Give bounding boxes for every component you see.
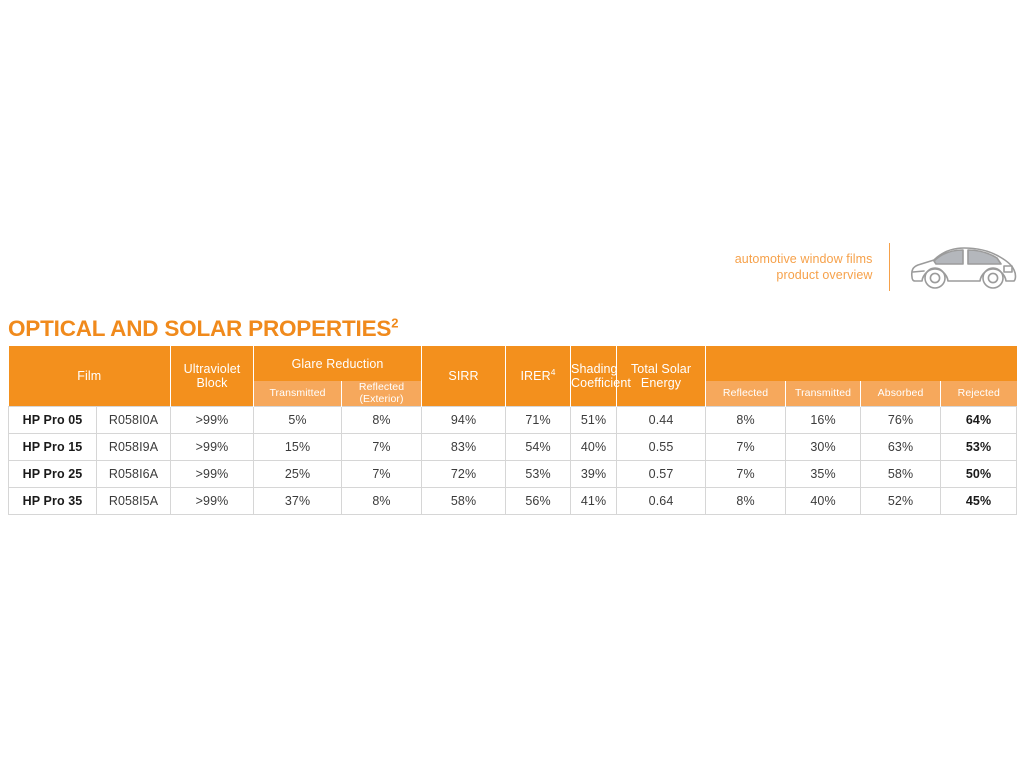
cell-irer: 40% (570, 433, 618, 461)
cell-tse-transmitted: 16% (785, 405, 862, 434)
branding-line-1: automotive window films (734, 252, 873, 266)
table-row: HP Pro 25 R058I6A >99% 25% 7% 72% 53% 39… (8, 460, 1018, 488)
header-glare-reduction: SIRR (421, 346, 507, 406)
cell-tse-reflected: 8% (705, 405, 787, 434)
header-total-solar-energy (705, 346, 1017, 381)
optical-and-solar-properties-table: Film Ultraviolet Block Glare Reduction S… (8, 346, 1018, 515)
cell-vl-reflected: 8% (341, 487, 423, 515)
subheader-tse-reflected: Reflected (705, 381, 787, 406)
table-row: HP Pro 05 R058I0A >99% 5% 8% 94% 71% 51%… (8, 405, 1018, 434)
cell-shading-coefficient: 0.57 (616, 460, 707, 488)
cell-tse-reflected: 7% (705, 460, 787, 488)
car-side-icon (910, 247, 1017, 289)
cell-shading-coefficient: 0.44 (616, 405, 707, 434)
cell-vl-transmitted: 5% (253, 405, 343, 434)
table-header: Film Ultraviolet Block Glare Reduction S… (8, 346, 1017, 406)
branding-text: automotive window films product overview (735, 251, 889, 283)
section-title-text: OPTICAL AND SOLAR PROPERTIES (8, 316, 392, 341)
cell-part-number: R058I6A (96, 460, 172, 488)
cell-irer: 51% (570, 405, 618, 434)
header-shading-coefficient: Total Solar Energy (616, 346, 707, 406)
cell-vl-transmitted: 37% (253, 487, 343, 515)
cell-vl-reflected: 8% (341, 405, 423, 434)
cell-uv-block: >99% (170, 487, 255, 515)
cell-tse-reflected: 8% (705, 487, 787, 515)
table-body: HP Pro 05 R058I0A >99% 5% 8% 94% 71% 51%… (8, 405, 1018, 515)
table-header-sub-row: Transmitted Reflected (Exterior) Reflect… (9, 381, 1017, 406)
cell-tse-reflected: 7% (705, 433, 787, 461)
cell-tse-rejected: 45% (940, 487, 1018, 515)
branding-block: automotive window films product overview (700, 236, 1020, 298)
table-row: HP Pro 15 R058I9A >99% 15% 7% 83% 54% 40… (8, 433, 1018, 461)
header-sirr: IRER4 (505, 346, 572, 406)
cell-tse-transmitted: 35% (785, 460, 862, 488)
subheader-vl-transmitted: Transmitted (253, 381, 343, 406)
cell-tse-rejected: 64% (940, 405, 1018, 434)
cell-tse-absorbed: 76% (860, 405, 942, 434)
cell-shading-coefficient: 0.55 (616, 433, 707, 461)
cell-part-number: R058I0A (96, 405, 172, 434)
cell-film-name: HP Pro 05 (8, 405, 97, 434)
cell-tse-rejected: 53% (940, 433, 1018, 461)
cell-irer: 41% (570, 487, 618, 515)
subheader-tse-absorbed: Absorbed (860, 381, 942, 406)
cell-tse-absorbed: 58% (860, 460, 942, 488)
cell-glare-reduction: 72% (421, 460, 507, 488)
header-visible-light: Glare Reduction (253, 346, 423, 381)
cell-tse-transmitted: 30% (785, 433, 862, 461)
header-ultraviolet-block: Ultraviolet Block (170, 346, 255, 406)
cell-vl-reflected: 7% (341, 460, 423, 488)
branding-divider (888, 243, 890, 291)
cell-irer: 39% (570, 460, 618, 488)
subheader-tse-transmitted: Transmitted (785, 381, 862, 406)
cell-uv-block: >99% (170, 405, 255, 434)
cell-tse-absorbed: 63% (860, 433, 942, 461)
cell-glare-reduction: 83% (421, 433, 507, 461)
table-header-group-row: Film Ultraviolet Block Glare Reduction S… (8, 346, 1017, 406)
section-title-superscript: 2 (391, 315, 399, 331)
cell-tse-transmitted: 40% (785, 487, 862, 515)
subheader-tse-rejected: Rejected (940, 381, 1017, 406)
header-sirr-superscript: 4 (550, 366, 556, 377)
subheader-vl-reflected-exterior: Reflected (Exterior) (341, 381, 423, 406)
table-row: HP Pro 35 R058I5A >99% 37% 8% 58% 56% 41… (8, 487, 1018, 515)
cell-sirr: 56% (505, 487, 572, 515)
section-title: OPTICAL AND SOLAR PROPERTIES2 (8, 316, 398, 342)
branding-line-2: product overview (776, 268, 873, 282)
header-irer-label: Shading Coefficient (571, 361, 631, 390)
cell-glare-reduction: 58% (421, 487, 507, 515)
cell-uv-block: >99% (170, 460, 255, 488)
cell-glare-reduction: 94% (421, 405, 507, 434)
cell-sirr: 54% (505, 433, 572, 461)
cell-tse-rejected: 50% (940, 460, 1018, 488)
cell-sirr: 71% (505, 405, 572, 434)
header-film: Film (8, 346, 172, 406)
cell-sirr: 53% (505, 460, 572, 488)
cell-tse-absorbed: 52% (860, 487, 942, 515)
cell-part-number: R058I5A (96, 487, 172, 515)
cell-vl-reflected: 7% (341, 433, 423, 461)
header-sirr-label: IRER (520, 368, 551, 383)
header-irer: Shading Coefficient (570, 346, 631, 406)
cell-film-name: HP Pro 25 (8, 460, 97, 488)
cell-vl-transmitted: 15% (253, 433, 343, 461)
cell-film-name: HP Pro 35 (8, 487, 97, 515)
cell-film-name: HP Pro 15 (8, 433, 97, 461)
cell-part-number: R058I9A (96, 433, 172, 461)
cell-shading-coefficient: 0.64 (616, 487, 707, 515)
cell-uv-block: >99% (170, 433, 255, 461)
cell-vl-transmitted: 25% (253, 460, 343, 488)
